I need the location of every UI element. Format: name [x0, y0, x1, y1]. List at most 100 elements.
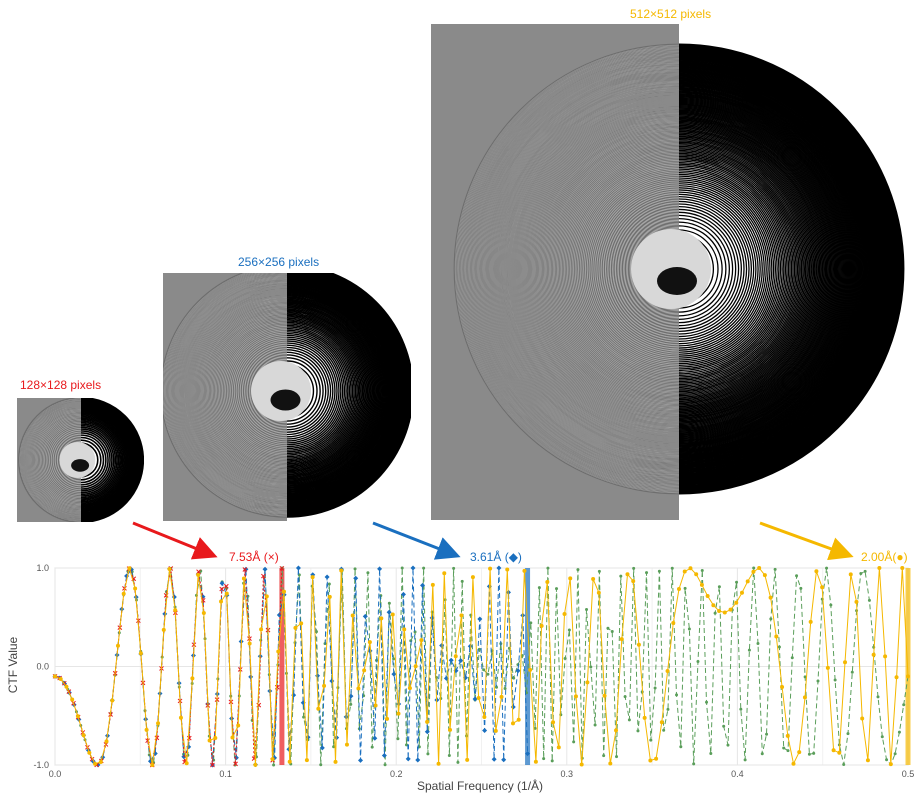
chart-ticks: 0.0 0.1 0.2 0.3 0.4 0.5-1.00.01.0 [33, 563, 914, 779]
point-0-107 [512, 676, 516, 680]
point-1-9 [95, 762, 101, 768]
point-3-15 [138, 651, 143, 656]
point-1-89 [477, 616, 483, 622]
point-0-62 [319, 763, 323, 767]
point-0-93 [452, 566, 456, 570]
point-3-47 [322, 683, 327, 688]
point-3-134 [820, 585, 825, 590]
point-1-51 [295, 565, 301, 571]
point-3-144 [877, 566, 882, 571]
point-1-71 [391, 671, 397, 677]
point-3-122 [751, 569, 756, 574]
point-3-67 [436, 761, 441, 766]
series-3 [53, 566, 910, 767]
point-0-111 [529, 621, 533, 625]
point-0-73 [366, 571, 370, 575]
point-3-116 [717, 608, 722, 613]
point-0-174 [799, 586, 803, 590]
point-0-192 [876, 695, 880, 699]
point-0-134 [627, 718, 631, 722]
x-tick-label: 0.3 [561, 769, 574, 779]
point-3-30 [224, 591, 229, 596]
point-3-71 [459, 613, 464, 618]
point-1-57 [324, 574, 330, 580]
point-3-4 [75, 714, 80, 719]
point-0-168 [773, 567, 777, 571]
point-3-3 [70, 697, 75, 702]
point-0-79 [392, 657, 396, 661]
point-1-67 [372, 735, 378, 741]
point-0-175 [803, 675, 807, 679]
point-3-36 [259, 627, 264, 632]
point-3-148 [900, 566, 905, 571]
point-3-46 [316, 706, 321, 711]
point-3-45 [310, 575, 315, 580]
point-3-35 [253, 762, 258, 767]
point-0-113 [537, 586, 541, 590]
point-1-79 [429, 615, 435, 621]
rings-half [679, 24, 919, 520]
point-0-86 [422, 566, 426, 570]
point-3-54 [362, 668, 367, 673]
point-0-162 [747, 648, 751, 652]
point-3-143 [871, 652, 876, 657]
point-3-141 [860, 716, 865, 721]
point-3-22 [178, 715, 183, 720]
point-3-10 [110, 698, 115, 703]
point-3-42 [293, 625, 298, 630]
point-0-133 [623, 695, 627, 699]
point-0-160 [739, 707, 743, 711]
point-3-17 [150, 762, 155, 767]
point-0-132 [619, 574, 623, 578]
series-line-3 [54, 567, 909, 766]
point-0-136 [636, 729, 640, 733]
point-3-129 [791, 761, 796, 766]
point-0-51 [272, 763, 276, 767]
point-3-41 [287, 759, 292, 764]
point-0-152 [705, 700, 709, 704]
point-0-184 [842, 763, 846, 767]
point-0-64 [327, 582, 331, 586]
point-3-27 [207, 738, 212, 743]
point-3-88 [556, 745, 561, 750]
point-3-20 [167, 566, 172, 571]
resolution-label-128: 7.53Å (×) [229, 550, 279, 564]
point-3-8 [98, 759, 103, 764]
point-3-142 [865, 758, 870, 763]
point-0-170 [782, 746, 786, 750]
point-3-86 [545, 580, 550, 585]
point-1-77 [420, 582, 426, 588]
point-3-5 [81, 733, 86, 738]
x-tick-label: 0.5 [902, 769, 915, 779]
point-0-101 [486, 672, 490, 676]
point-3-90 [568, 576, 573, 581]
point-3-95 [596, 590, 601, 595]
point-3-91 [573, 694, 578, 699]
point-3-99 [619, 637, 624, 642]
resolution-band-0 [279, 568, 285, 765]
point-0-161 [743, 758, 747, 762]
y-tick-label: 0.0 [36, 662, 49, 672]
point-1-69 [381, 752, 387, 758]
point-0-147 [683, 586, 687, 590]
point-1-44 [262, 566, 268, 572]
point-0-99 [477, 647, 481, 651]
point-3-75 [482, 715, 487, 720]
point-3-130 [797, 750, 802, 755]
y-tick-label: 1.0 [36, 563, 49, 573]
point-0-185 [846, 732, 850, 736]
point-0-58 [302, 715, 306, 719]
point-0-139 [649, 738, 653, 742]
point-0-77 [383, 763, 387, 767]
point-1-85 [458, 658, 464, 664]
point-3-108 [671, 620, 676, 625]
point-0-74 [370, 745, 374, 749]
point-0-193 [880, 735, 884, 739]
point-0-190 [867, 598, 871, 602]
point-0-120 [567, 628, 571, 632]
y-tick-label: -1.0 [33, 760, 49, 770]
point-0-80 [396, 737, 400, 741]
point-0-182 [833, 678, 837, 682]
point-3-119 [734, 600, 739, 605]
point-3-55 [367, 640, 372, 645]
